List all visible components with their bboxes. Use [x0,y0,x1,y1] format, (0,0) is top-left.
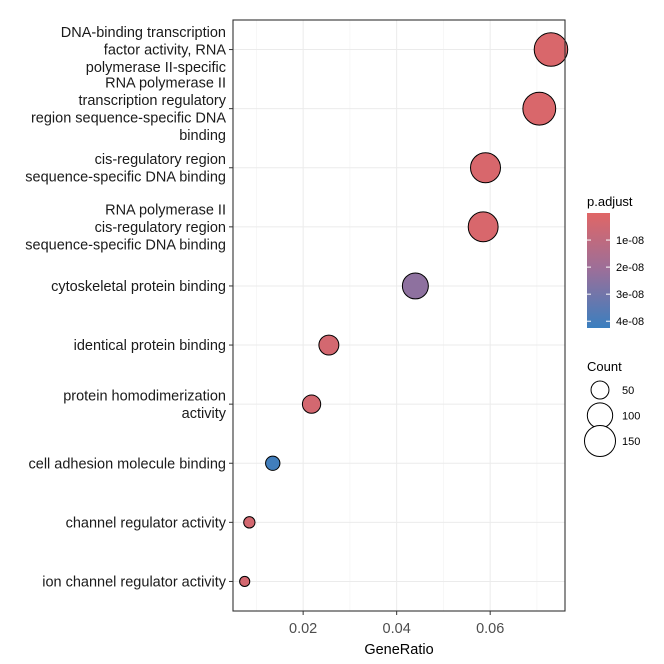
y-axis: DNA-binding transcription factor activity… [25,25,233,590]
color-bar-label: 4e-08 [616,316,644,328]
size-legend-label: 150 [622,436,640,448]
y-tick-label: cis-regulatory region [95,152,226,168]
data-point [265,455,281,471]
x-tick-label: 0.06 [476,621,504,637]
data-point [401,272,429,300]
plot-panel [233,20,565,611]
data-point [301,394,322,414]
data-point [243,516,256,529]
y-tick-label: DNA-binding transcription [61,25,226,41]
color-bar-label: 1e-08 [616,235,644,247]
data-point [533,32,569,67]
x-tick-label: 0.04 [383,621,411,637]
data-point [318,334,340,356]
y-tick-label: channel regulator activity [66,515,227,531]
y-tick-label: RNA polymerase II [105,75,226,91]
y-tick-label: protein homodimerization [63,388,226,404]
y-tick-label: transcription regulatory [79,93,227,109]
data-point [522,91,557,126]
size-legend-circle [586,402,614,429]
size-legend-circle [583,424,617,458]
data-points [239,32,569,588]
size-legend-label: 50 [622,385,634,397]
plot-border [232,19,566,612]
y-tick-label: identical protein binding [74,338,226,354]
y-tick-label: cell adhesion molecule binding [29,456,227,472]
y-tick-label: RNA polymerase II [105,202,226,218]
color-legend: p.adjust 1e-08 2e-08 3e-08 4e-08 [587,194,644,328]
y-tick-label: cis-regulatory region [95,220,226,236]
size-legend-circle [590,380,610,400]
color-bar-label: 2e-08 [616,262,644,274]
data-point [467,211,499,243]
y-tick-label: sequence-specific DNA binding [25,170,226,186]
y-tick-label: sequence-specific DNA binding [25,237,226,253]
size-legend: Count 50 100 150 [583,359,640,458]
size-legend-title: Count [587,359,622,374]
y-tick-label: cytoskeletal protein binding [51,279,226,295]
x-axis-title: GeneRatio [364,642,433,658]
y-tick-label: ion channel regulator activity [42,574,227,590]
color-bar-label: 3e-08 [616,289,644,301]
size-legend-label: 100 [622,411,640,423]
grid-lines [233,20,565,611]
y-tick-label: region sequence-specific DNA [31,110,226,126]
y-tick-label: activity [182,406,227,422]
data-point [239,575,251,588]
y-tick-label: binding [179,128,226,144]
y-tick-label: polymerase II-specific [86,60,226,76]
color-legend-title: p.adjust [587,194,633,209]
color-bar [587,213,610,328]
y-tick-label: factor activity, RNA [104,43,227,59]
x-tick-label: 0.02 [289,621,317,637]
data-point [470,152,501,184]
x-axis: 0.02 0.04 0.06 [289,611,504,637]
